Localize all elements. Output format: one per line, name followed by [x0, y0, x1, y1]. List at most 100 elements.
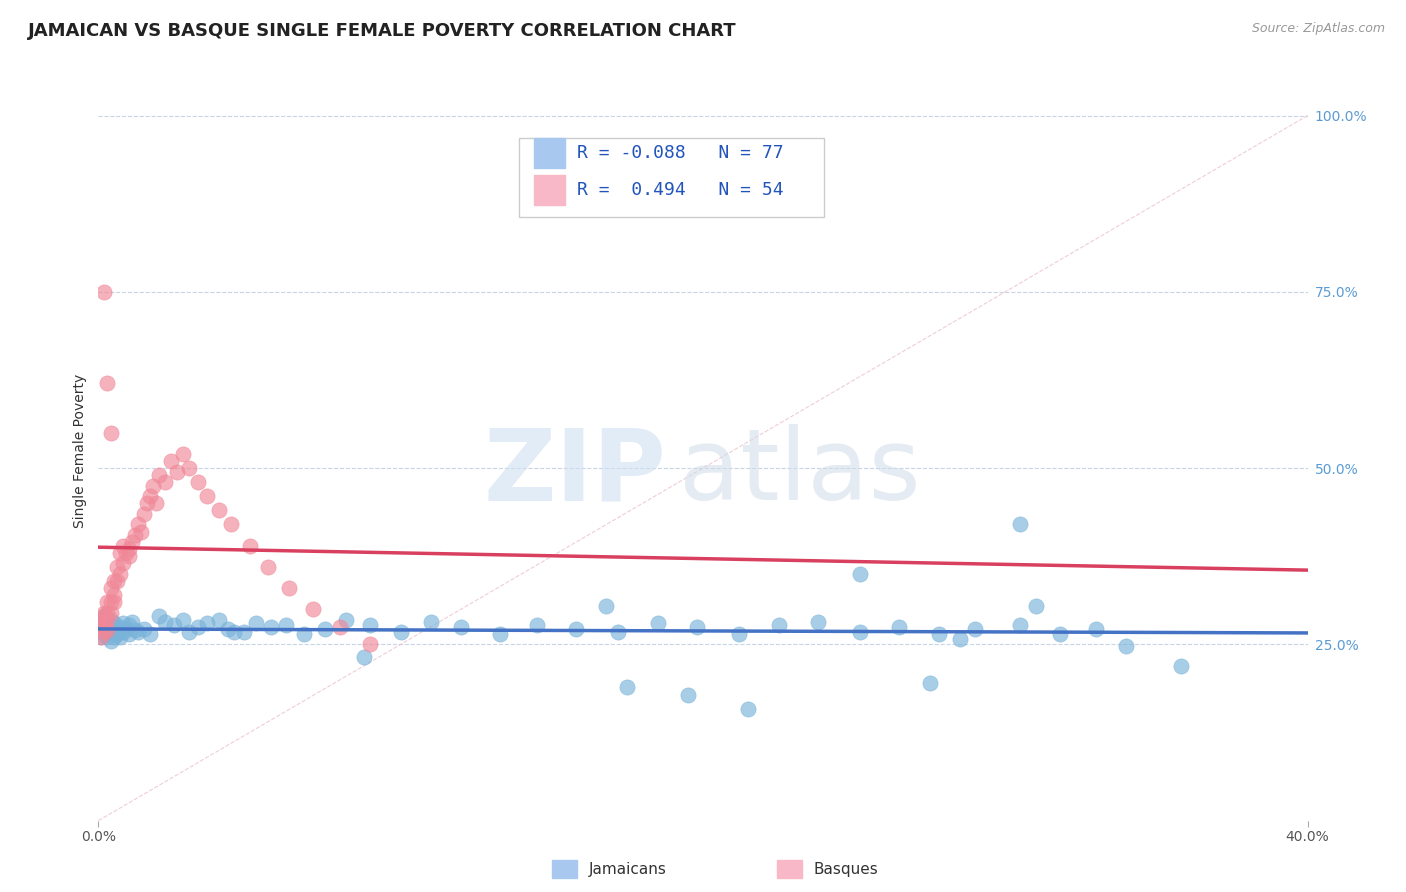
- Point: [420, 615, 443, 629]
- Point: [96, 630, 118, 644]
- Text: atlas: atlas: [679, 425, 921, 521]
- Point: [1115, 639, 1137, 653]
- Point: [100, 595, 122, 609]
- Point: [93, 620, 115, 634]
- Point: [135, 496, 157, 510]
- Point: [142, 479, 165, 493]
- Point: [129, 524, 152, 539]
- Point: [616, 680, 638, 694]
- Point: [1049, 627, 1071, 641]
- Point: [145, 496, 167, 510]
- Point: [96, 616, 118, 631]
- Point: [239, 539, 262, 553]
- Point: [90, 616, 112, 631]
- Point: [93, 609, 115, 624]
- Point: [1010, 517, 1032, 532]
- Point: [389, 624, 412, 639]
- Point: [96, 624, 118, 638]
- Point: [172, 613, 194, 627]
- Point: [360, 617, 382, 632]
- Point: [172, 447, 194, 461]
- Point: [127, 624, 149, 639]
- Point: [335, 613, 357, 627]
- Point: [96, 376, 118, 391]
- Point: [179, 624, 201, 639]
- Point: [121, 535, 143, 549]
- Point: [221, 517, 243, 532]
- Point: [139, 627, 162, 641]
- Text: R =  0.494   N = 54: R = 0.494 N = 54: [576, 181, 783, 199]
- Point: [676, 688, 699, 702]
- Point: [103, 616, 125, 631]
- Point: [100, 425, 122, 440]
- Point: [93, 285, 115, 299]
- Point: [217, 622, 239, 636]
- Text: Jamaicans: Jamaicans: [588, 863, 666, 877]
- Point: [118, 542, 141, 557]
- Point: [100, 613, 122, 627]
- Point: [139, 489, 162, 503]
- Point: [195, 489, 218, 503]
- Point: [607, 624, 630, 639]
- Point: [96, 613, 118, 627]
- Point: [111, 624, 134, 639]
- Point: [103, 588, 125, 602]
- Point: [132, 622, 155, 636]
- Point: [100, 606, 122, 620]
- Point: [166, 465, 188, 479]
- Point: [179, 461, 201, 475]
- Point: [90, 620, 112, 634]
- Point: [105, 574, 128, 588]
- Point: [807, 615, 830, 629]
- Text: R = -0.088   N = 77: R = -0.088 N = 77: [576, 144, 783, 162]
- Point: [949, 632, 972, 646]
- Point: [111, 556, 134, 570]
- Point: [187, 620, 209, 634]
- Y-axis label: Single Female Poverty: Single Female Poverty: [73, 374, 87, 527]
- Point: [114, 622, 136, 636]
- Point: [302, 602, 325, 616]
- Point: [1024, 599, 1046, 613]
- Point: [108, 620, 131, 634]
- Point: [274, 617, 297, 632]
- Point: [450, 620, 472, 634]
- Point: [103, 620, 125, 634]
- Point: [153, 475, 176, 490]
- Point: [728, 627, 751, 641]
- Point: [647, 616, 669, 631]
- Point: [918, 676, 941, 690]
- Text: Basques: Basques: [813, 863, 879, 877]
- Point: [118, 627, 141, 641]
- Point: [108, 630, 131, 644]
- Point: [353, 650, 375, 665]
- Point: [889, 620, 911, 634]
- Point: [127, 517, 149, 532]
- Point: [93, 627, 115, 641]
- Point: [232, 624, 254, 639]
- Point: [93, 624, 115, 639]
- Point: [118, 617, 141, 632]
- Point: [208, 503, 231, 517]
- Point: [160, 454, 183, 468]
- Point: [124, 624, 146, 638]
- Point: [208, 613, 231, 627]
- Point: [90, 613, 112, 627]
- Point: [163, 617, 186, 632]
- Point: [100, 633, 122, 648]
- Point: [90, 630, 112, 644]
- Point: [849, 624, 872, 639]
- Point: [1170, 658, 1192, 673]
- Text: Source: ZipAtlas.com: Source: ZipAtlas.com: [1251, 22, 1385, 36]
- Point: [329, 620, 352, 634]
- Point: [93, 606, 115, 620]
- Point: [93, 609, 115, 624]
- Point: [100, 581, 122, 595]
- Point: [153, 615, 176, 629]
- Point: [314, 622, 336, 636]
- Point: [686, 620, 709, 634]
- Point: [526, 617, 548, 632]
- Point: [108, 566, 131, 581]
- Point: [105, 627, 128, 641]
- Point: [148, 609, 170, 624]
- Point: [108, 546, 131, 560]
